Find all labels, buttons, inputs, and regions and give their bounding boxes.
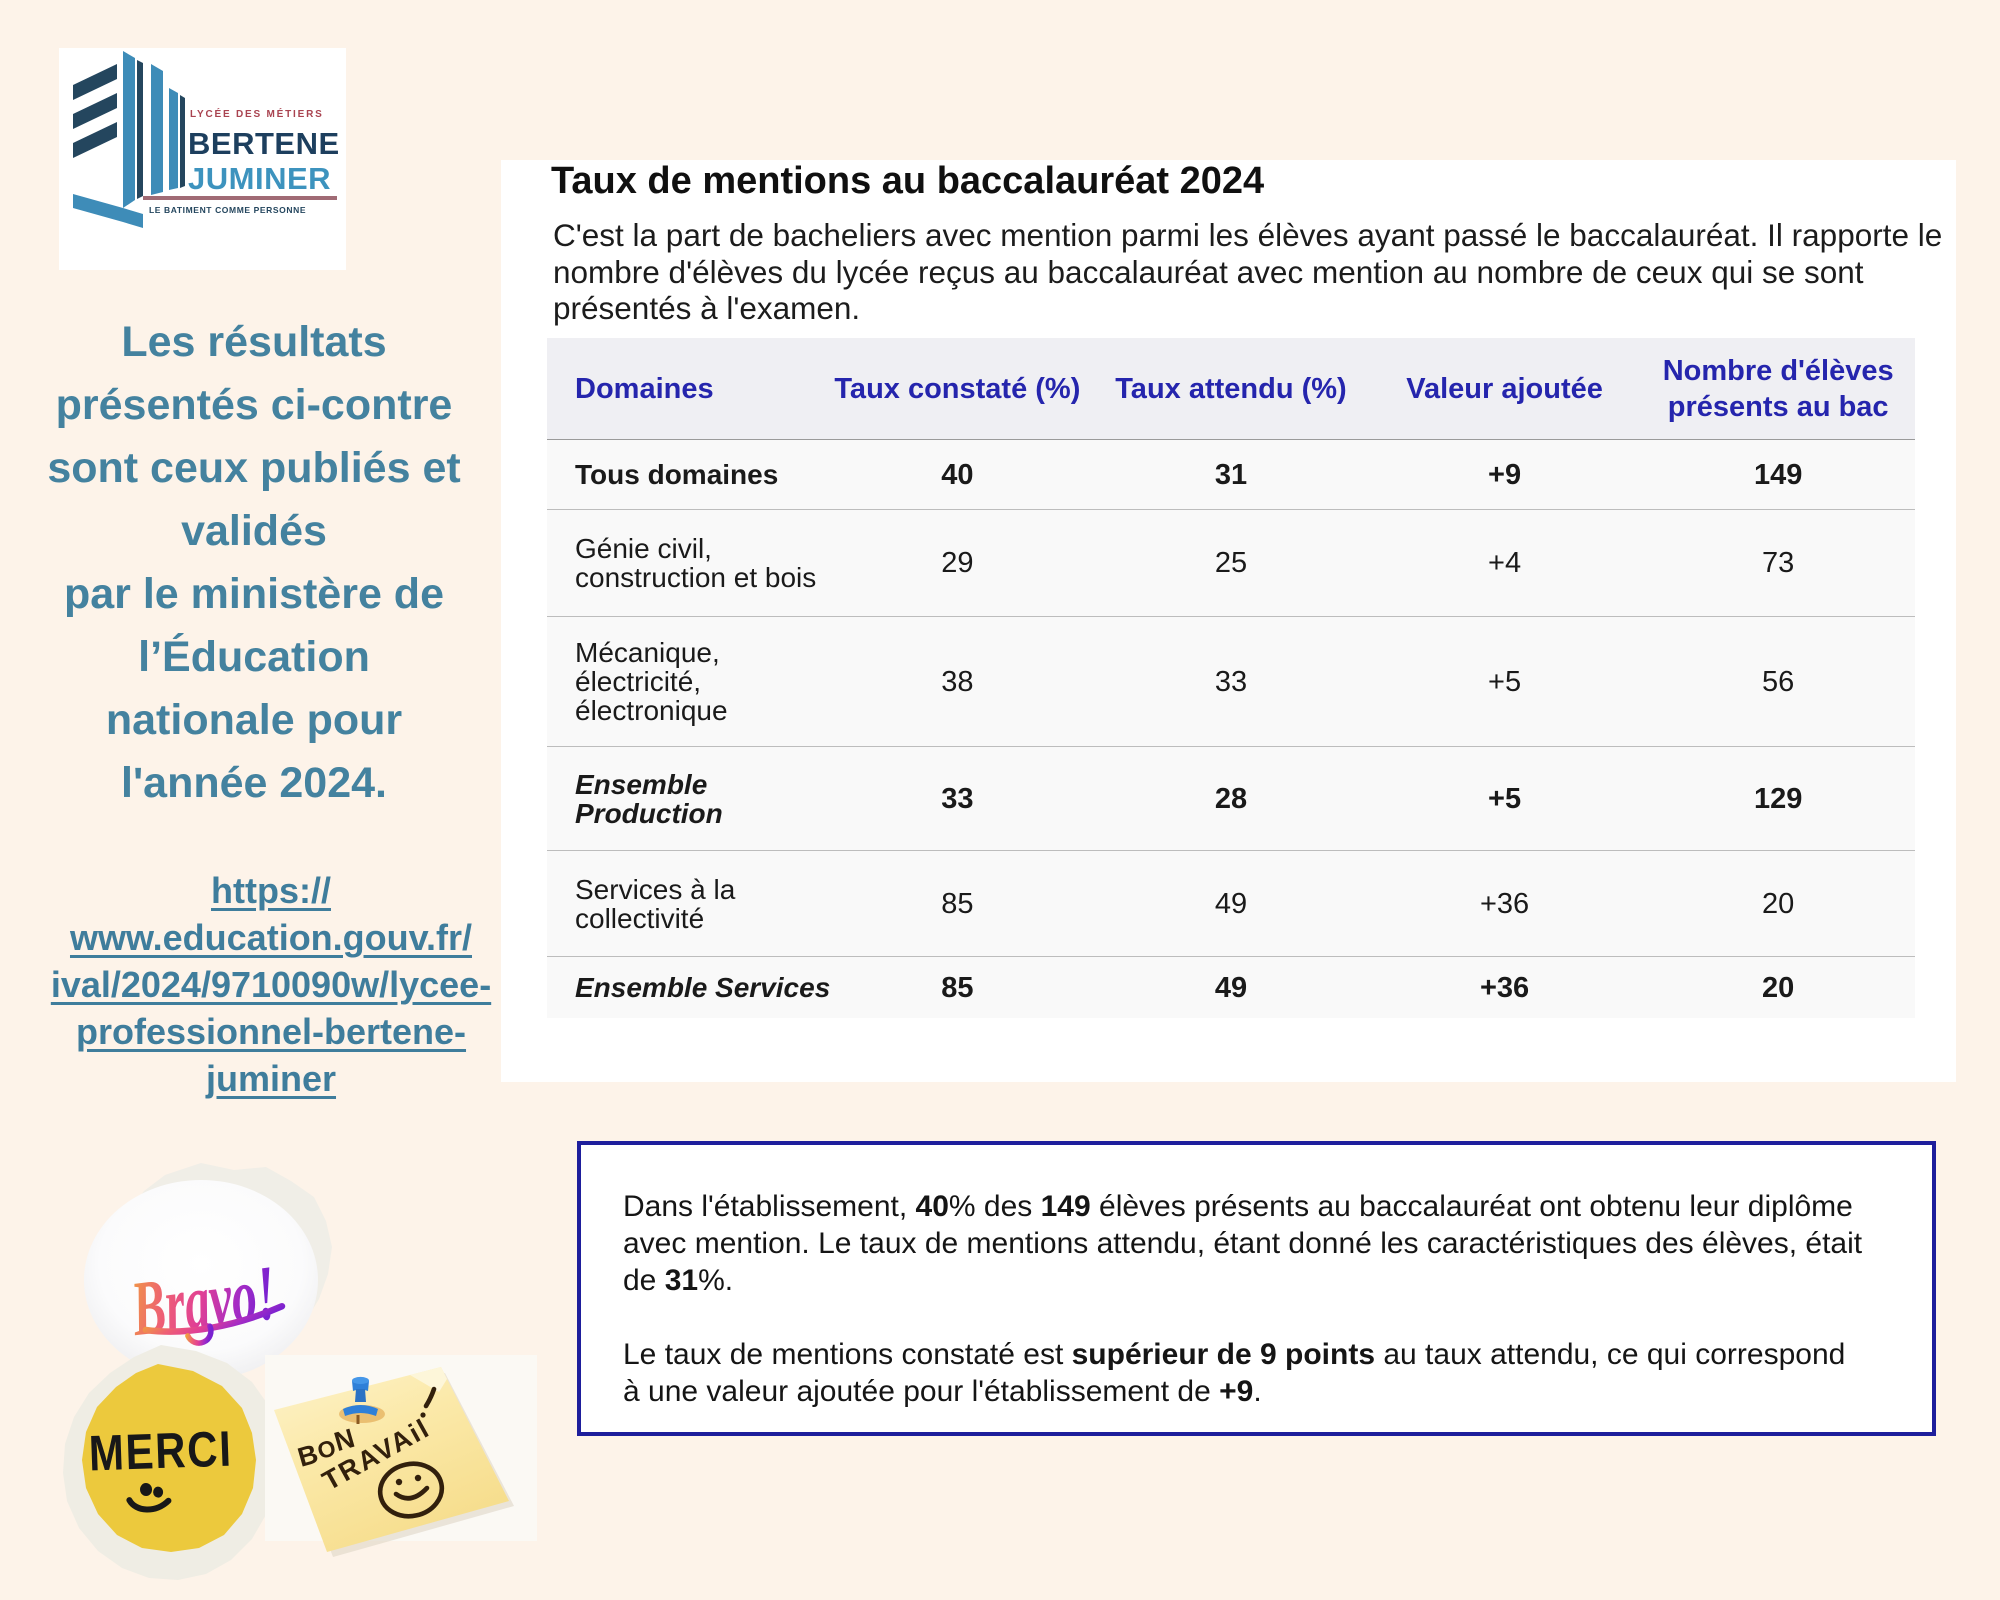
svg-text:Bravo!: Bravo! — [126, 1250, 280, 1353]
svg-text:LYCÉE DES MÉTIERS: LYCÉE DES MÉTIERS — [190, 107, 324, 120]
svg-text:MERCI: MERCI — [88, 1420, 234, 1481]
svg-text:BERTENE: BERTENE — [188, 126, 340, 161]
svg-text:JUMINER: JUMINER — [188, 161, 331, 196]
svg-text:LE BATIMENT COMME PERSONNE: LE BATIMENT COMME PERSONNE — [149, 205, 306, 215]
